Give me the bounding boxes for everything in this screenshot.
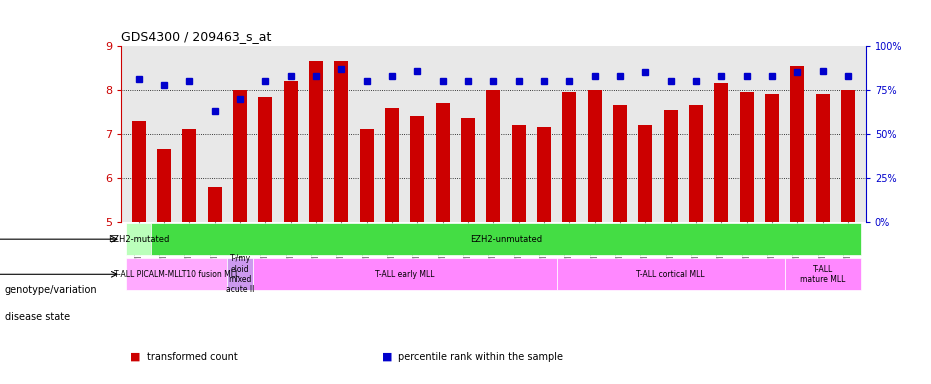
Text: T-ALL early MLL: T-ALL early MLL bbox=[375, 270, 435, 279]
Bar bbox=[587, 90, 601, 222]
Bar bbox=[841, 90, 855, 222]
Bar bbox=[284, 81, 298, 222]
Bar bbox=[309, 61, 323, 222]
Bar bbox=[562, 92, 576, 222]
Bar bbox=[132, 121, 146, 222]
Bar bbox=[785, 258, 861, 290]
Text: GDS4300 / 209463_s_at: GDS4300 / 209463_s_at bbox=[121, 30, 272, 43]
Text: disease state: disease state bbox=[5, 312, 70, 322]
Text: T-ALL PICALM-MLLT10 fusion MLL: T-ALL PICALM-MLLT10 fusion MLL bbox=[115, 270, 239, 279]
Bar bbox=[436, 103, 450, 222]
Bar bbox=[664, 110, 678, 222]
Text: ■: ■ bbox=[382, 352, 392, 362]
Bar bbox=[385, 108, 399, 222]
Text: T-ALL
mature MLL: T-ALL mature MLL bbox=[800, 265, 845, 284]
Text: EZH2-mutated: EZH2-mutated bbox=[108, 235, 169, 244]
Bar bbox=[487, 90, 500, 222]
Bar bbox=[182, 129, 196, 222]
Bar bbox=[233, 90, 247, 222]
Bar bbox=[512, 125, 526, 222]
Text: T-/my
eloid
mixed
acute ll: T-/my eloid mixed acute ll bbox=[226, 254, 254, 295]
Bar bbox=[157, 149, 171, 222]
Bar bbox=[126, 223, 152, 255]
Text: ■: ■ bbox=[130, 352, 141, 362]
Bar bbox=[334, 61, 348, 222]
Bar bbox=[126, 258, 227, 290]
Bar bbox=[816, 94, 830, 222]
Text: T-ALL cortical MLL: T-ALL cortical MLL bbox=[637, 270, 705, 279]
Bar bbox=[765, 94, 779, 222]
Bar bbox=[208, 187, 222, 222]
Bar bbox=[740, 92, 754, 222]
Bar bbox=[714, 83, 728, 222]
Bar bbox=[252, 258, 557, 290]
Bar bbox=[461, 119, 475, 222]
Bar bbox=[639, 125, 653, 222]
Bar bbox=[790, 66, 804, 222]
Bar bbox=[259, 96, 273, 222]
Text: EZH2-unmutated: EZH2-unmutated bbox=[470, 235, 542, 244]
Bar bbox=[689, 105, 703, 222]
Bar bbox=[359, 129, 373, 222]
Bar bbox=[557, 258, 785, 290]
Bar bbox=[614, 105, 627, 222]
Bar bbox=[227, 258, 252, 290]
Text: genotype/variation: genotype/variation bbox=[5, 285, 97, 295]
Text: percentile rank within the sample: percentile rank within the sample bbox=[398, 352, 563, 362]
Bar bbox=[411, 116, 425, 222]
Bar bbox=[537, 127, 551, 222]
Text: transformed count: transformed count bbox=[147, 352, 237, 362]
